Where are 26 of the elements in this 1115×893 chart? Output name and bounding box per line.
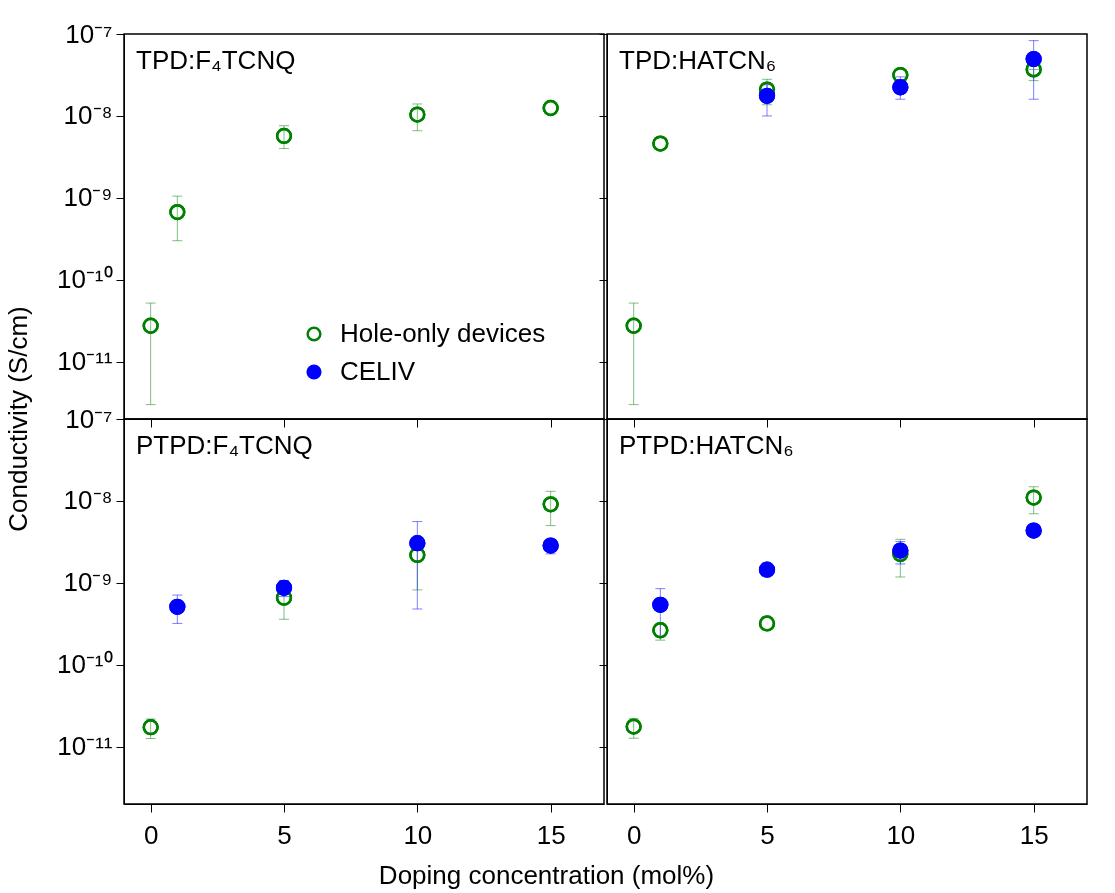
y-tick-label: 10⁻⁹ bbox=[63, 567, 113, 598]
x-tick-label: 10 bbox=[886, 819, 916, 850]
y-tick-label: 10⁻⁸ bbox=[63, 485, 113, 516]
x-axis-title: Doping concentration (mol%) bbox=[378, 859, 715, 890]
x-tick-label: 10 bbox=[403, 819, 433, 850]
chart-title: TPD:F₄TCNQ bbox=[136, 45, 296, 75]
y-tick-label: 10⁻⁷ bbox=[65, 18, 113, 49]
y-tick-label: 10⁻⁷ bbox=[65, 403, 113, 434]
legend-label: CELIV bbox=[340, 356, 416, 386]
y-tick-label: 10⁻¹⁰ bbox=[56, 264, 113, 295]
y-tick-label: 10⁻¹¹ bbox=[57, 731, 113, 762]
y-tick-label: 10⁻⁸ bbox=[63, 100, 113, 131]
y-tick-label: 10⁻⁹ bbox=[63, 182, 113, 213]
x-tick-label: 5 bbox=[760, 819, 775, 850]
chart-title: TPD:HATCN₆ bbox=[619, 45, 777, 75]
chart-title: PTPD:F₄TCNQ bbox=[136, 430, 313, 460]
y-tick-label: 10⁻¹⁰ bbox=[56, 649, 113, 680]
x-tick-label: 5 bbox=[277, 819, 292, 850]
x-tick-label: 0 bbox=[143, 819, 159, 850]
y-axis-title: Conductivity (S/cm) bbox=[3, 306, 33, 532]
x-tick-label: 15 bbox=[536, 819, 566, 850]
chart-title: PTPD:HATCN₆ bbox=[619, 430, 794, 460]
x-tick-label: 0 bbox=[626, 819, 642, 850]
y-tick-label: 10⁻¹¹ bbox=[57, 346, 113, 377]
legend-label: Hole-only devices bbox=[340, 318, 546, 348]
x-tick-label: 15 bbox=[1019, 819, 1049, 850]
